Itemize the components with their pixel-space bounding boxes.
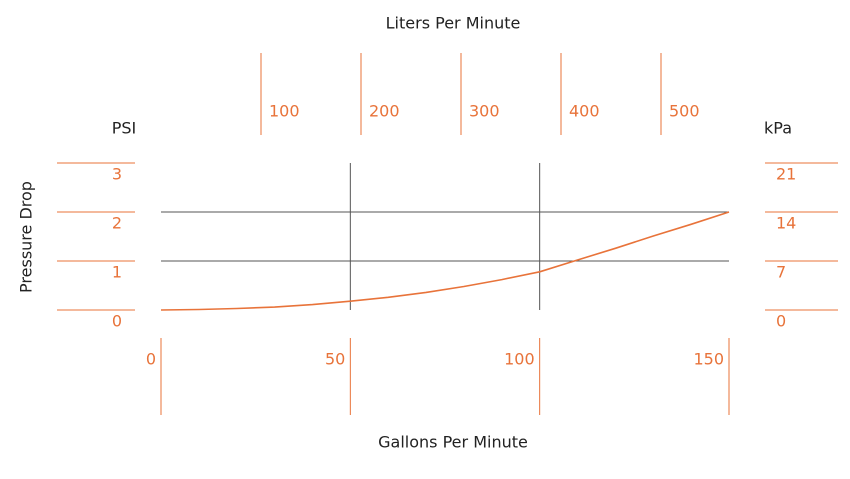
x-axis-label: Gallons Per Minute	[378, 433, 528, 452]
x-tick-label: 100	[504, 350, 535, 369]
y-tick-label: 0	[112, 312, 122, 331]
y2-tick-label: 7	[776, 263, 786, 282]
x2-axis-label: Liters Per Minute	[386, 14, 521, 33]
y-tick-label: 3	[112, 165, 122, 184]
y-unit: PSI	[112, 119, 137, 138]
line-series	[160, 211, 730, 311]
x-tick-label: 50	[325, 350, 345, 369]
y2-unit: kPa	[764, 119, 792, 138]
x-tick-label: 0	[146, 350, 156, 369]
y2-tick-label: 21	[776, 165, 796, 184]
x2-tick-label: 100	[269, 102, 300, 121]
y-tick-label: 1	[112, 263, 122, 282]
y-tick-label: 2	[112, 214, 122, 233]
y2-tick-label: 14	[776, 214, 796, 233]
y2-tick-label: 0	[776, 312, 786, 331]
y-axis-label: Pressure Drop	[17, 181, 36, 293]
x-tick-label: 150	[693, 350, 724, 369]
x2-tick-label: 200	[369, 102, 400, 121]
x2-tick-label: 400	[569, 102, 600, 121]
x2-tick-label: 300	[469, 102, 500, 121]
x2-tick-label: 500	[669, 102, 700, 121]
